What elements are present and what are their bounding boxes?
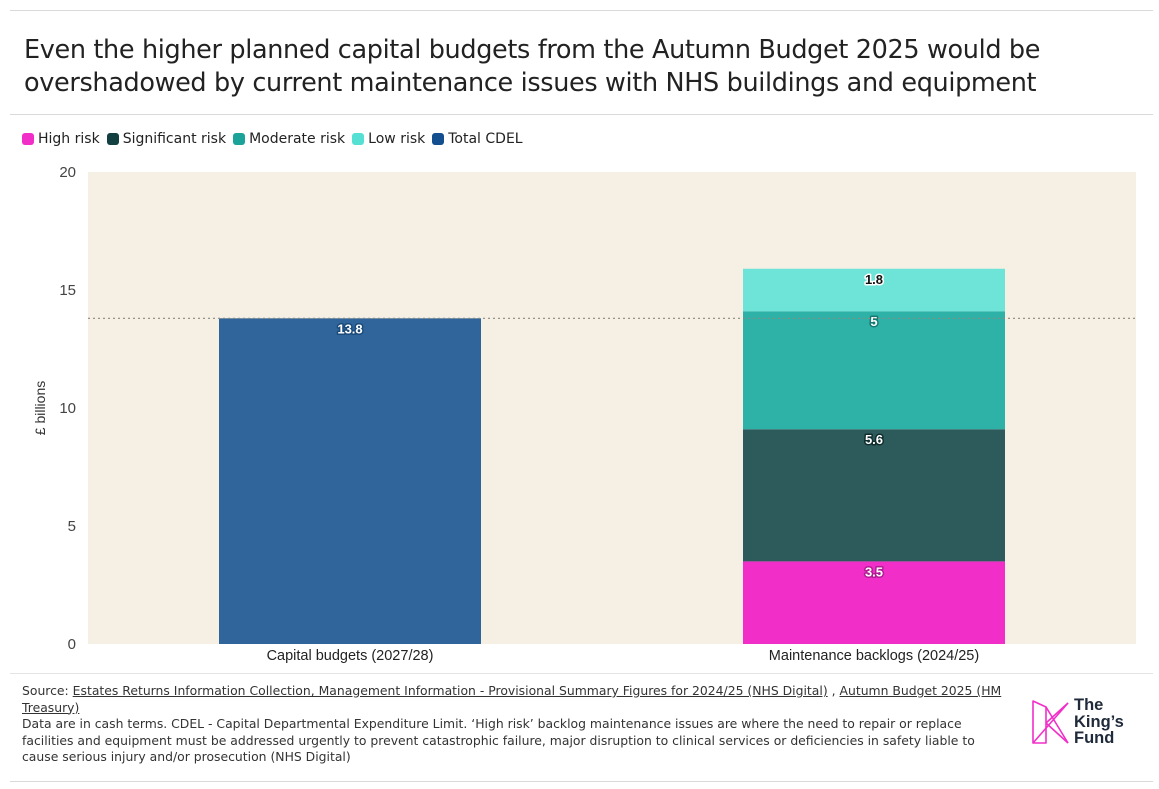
bar-significant-risk — [743, 429, 1005, 562]
legend-item-moderate-risk[interactable]: Moderate risk — [233, 131, 345, 147]
source-separator: , — [827, 683, 840, 698]
x-category-label: Maintenance backlogs (2024/25) — [769, 648, 979, 664]
y-tick-label: 10 — [59, 400, 76, 417]
y-axis-label: £ billions — [32, 381, 48, 435]
data-label: 13.8 — [337, 321, 362, 336]
y-tick-label: 5 — [68, 518, 76, 535]
legend-swatch — [22, 133, 34, 145]
y-tick-label: 15 — [59, 282, 76, 299]
legend-item-low-risk[interactable]: Low risk — [352, 131, 425, 147]
footer: Source: Estates Returns Information Coll… — [22, 683, 1012, 766]
footer-rule — [10, 673, 1153, 674]
bottom-rule — [10, 781, 1153, 782]
logo-line-kings: King’s — [1074, 712, 1124, 731]
source-label: Source: — [22, 683, 73, 698]
legend-item-significant-risk[interactable]: Significant risk — [106, 131, 227, 147]
legend-label: High risk — [38, 131, 100, 147]
kings-fund-logo: The King’s Fund — [1030, 697, 1130, 747]
logo-line-the: The — [1074, 696, 1104, 714]
logo-line-fund: Fund — [1074, 729, 1115, 747]
kings-fund-wordmark: The King’s Fund — [1074, 697, 1124, 747]
bar-high-risk — [743, 561, 1005, 644]
title-rule — [10, 114, 1153, 115]
bar-total-cdel — [219, 318, 481, 644]
top-rule — [10, 10, 1153, 11]
legend-swatch — [106, 133, 119, 145]
x-category-label: Capital budgets (2027/28) — [267, 648, 434, 664]
legend-label: Low risk — [368, 131, 426, 147]
legend-label: Total CDEL — [448, 131, 523, 147]
legend-label: Moderate risk — [249, 131, 346, 147]
kings-fund-k-icon — [1032, 700, 1069, 744]
bar-moderate-risk — [743, 311, 1005, 430]
source-link-erics[interactable]: Estates Returns Information Collection, … — [72, 683, 828, 698]
bar-low-risk — [743, 268, 1005, 312]
legend-swatch — [352, 133, 365, 145]
legend-item-high-risk[interactable]: High risk — [22, 131, 100, 147]
y-tick-label: 0 — [68, 636, 76, 653]
data-label: 5 — [870, 314, 877, 329]
legend-swatch — [432, 133, 445, 145]
legend-swatch — [233, 133, 246, 145]
legend: High risk Significant risk Moderate risk Lo… — [22, 130, 530, 148]
legend-item-total-cdel[interactable]: Total CDEL — [432, 131, 523, 147]
data-label: 3.5 — [865, 564, 883, 579]
footer-note: Data are in cash terms. CDEL - Capital D… — [22, 716, 975, 764]
legend-label: Significant risk — [122, 131, 227, 147]
data-label: 1.8 — [865, 272, 883, 287]
data-label: 5.6 — [865, 432, 883, 447]
bar-chart: 0 5 10 15 20 £ billions 13.8 Capital budgets (2… — [32, 164, 1136, 664]
y-tick-label: 20 — [59, 164, 76, 181]
source-link-autumn-budget[interactable]: Autumn Budget 2025 (HM Treasury) — [22, 683, 1002, 715]
chart-title: Even the higher planned capital budgets … — [24, 35, 1041, 98]
